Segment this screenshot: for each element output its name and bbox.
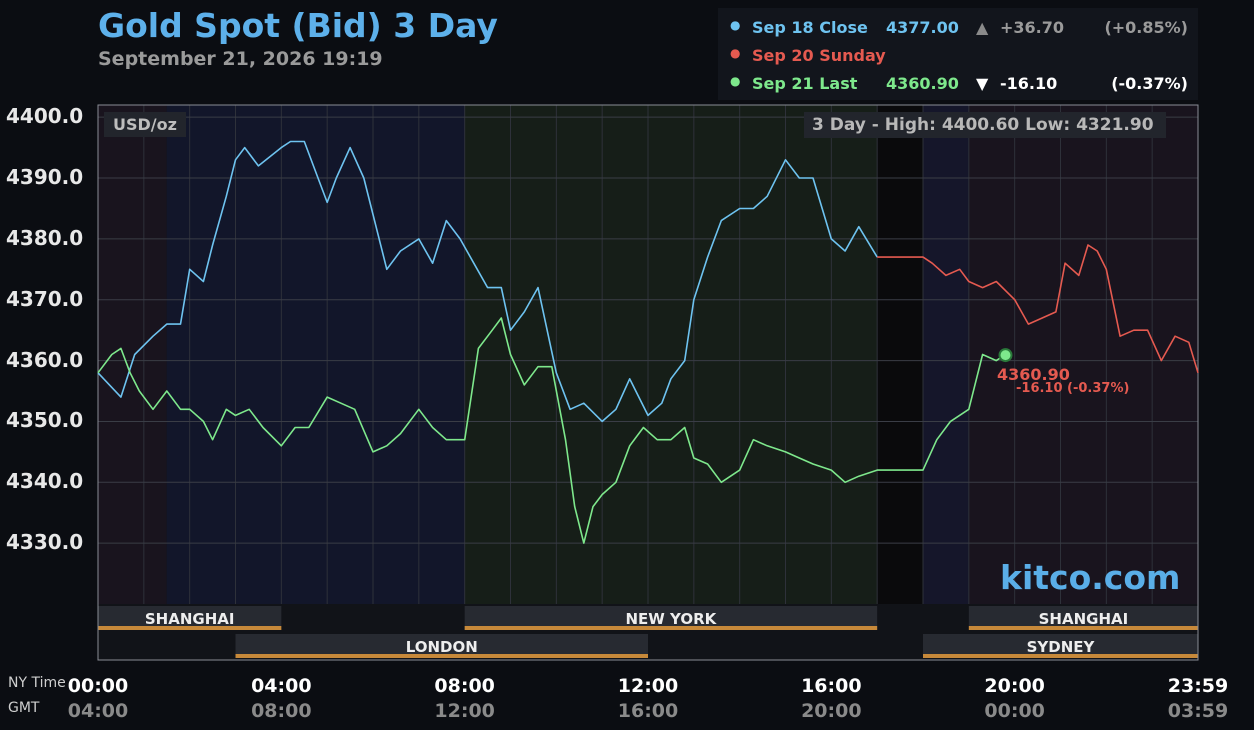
session-bar	[98, 626, 282, 630]
legend-arrow: ▼	[976, 74, 989, 93]
x-tick-label-ny: 20:00	[984, 675, 1045, 697]
x-tick-label-gmt: 08:00	[251, 700, 312, 722]
gmt-axis-label: GMT	[8, 700, 40, 716]
series-line-0	[97, 140, 878, 423]
x-tick-label-ny: 04:00	[251, 675, 312, 697]
y-tick-label: 4380.0	[6, 225, 84, 250]
legend-label: Sep 20 Sunday	[752, 46, 886, 65]
legend-label: Sep 18 Close	[752, 18, 868, 37]
last-price-marker	[998, 348, 1013, 363]
session-bar	[235, 654, 648, 658]
x-tick-label-ny: 00:00	[67, 675, 129, 697]
x-tick-label-gmt: 12:00	[434, 700, 495, 722]
x-tick-label-ny: 23:59	[1167, 675, 1229, 697]
legend-label: Sep 21 Last	[752, 74, 858, 93]
last-change-label: -16.10 (-0.37%)	[1016, 381, 1130, 396]
x-tick-label-gmt: 20:00	[801, 700, 862, 722]
session-label: LONDON	[405, 638, 478, 656]
background-band-4	[923, 105, 969, 604]
y-tick-label: 4350.0	[6, 408, 84, 433]
series-line-2	[97, 317, 1006, 544]
ny-time-axis-label: NY Time	[8, 675, 66, 691]
legend-value: 4360.90	[886, 74, 959, 93]
legend-row: ● Sep 20 Sunday	[718, 46, 1198, 68]
chart-datetime: September 21, 2026 19:19	[98, 48, 383, 70]
y-tick-label: 4370.0	[6, 286, 84, 311]
y-tick-label: 4390.0	[6, 165, 84, 190]
y-tick-label: 4360.0	[6, 347, 84, 372]
background-band-0	[98, 105, 167, 604]
legend: ● Sep 18 Close 4377.00 ▲ +36.70 (+0.85%) ● Sep …	[718, 8, 1198, 100]
legend-change: -16.10	[1000, 74, 1058, 93]
session-label: SYDNEY	[1026, 638, 1095, 656]
legend-dot: ●	[730, 18, 741, 32]
last-price-label: 4360.90	[997, 365, 1070, 384]
chart-title: Gold Spot (Bid) 3 Day	[98, 6, 498, 45]
legend-value: 4377.00	[886, 18, 959, 37]
legend-row: ● Sep 18 Close 4377.00 ▲ +36.70 (+0.85%)	[718, 18, 1198, 40]
x-tick-label-gmt: 04:00	[67, 700, 129, 722]
session-label: SHANGHAI	[1038, 610, 1129, 628]
y-tick-label: 4340.0	[6, 469, 84, 494]
session-bar	[464, 626, 878, 630]
session-label: NEW YORK	[625, 610, 717, 628]
legend-arrow: ▲	[976, 18, 989, 37]
high-low-label: 3 Day - High: 4400.60 Low: 4321.90	[804, 112, 1166, 138]
plot-border	[97, 104, 1199, 661]
legend-change: +36.70	[1000, 18, 1065, 37]
session-label: SHANGHAI	[144, 610, 235, 628]
background-band-2	[464, 105, 878, 604]
x-tick-label-gmt: 16:00	[617, 700, 679, 722]
y-tick-label: 4400.0	[6, 104, 84, 129]
series-line-1	[877, 244, 1199, 374]
x-tick-label-ny: 12:00	[617, 675, 679, 697]
background-band-3	[877, 105, 923, 604]
legend-row: ● Sep 21 Last 4360.90 ▼ -16.10 (-0.37%)	[718, 74, 1198, 96]
legend-percent: (-0.37%)	[1111, 74, 1188, 93]
unit-label: USD/oz	[104, 112, 186, 137]
y-tick-label: 4330.0	[6, 530, 84, 555]
x-tick-label-ny: 08:00	[434, 675, 495, 697]
background-band-1	[166, 105, 465, 604]
x-tick-label-gmt: 00:00	[984, 700, 1045, 722]
x-tick-label-gmt: 03:59	[1167, 700, 1229, 722]
session-bar	[923, 654, 1198, 658]
legend-percent: (+0.85%)	[1104, 18, 1188, 37]
legend-dot: ●	[730, 74, 741, 88]
watermark-logo: kitco.com	[1000, 558, 1181, 597]
session-bar	[968, 626, 1198, 630]
legend-dot: ●	[730, 46, 741, 60]
x-tick-label-ny: 16:00	[801, 675, 862, 697]
